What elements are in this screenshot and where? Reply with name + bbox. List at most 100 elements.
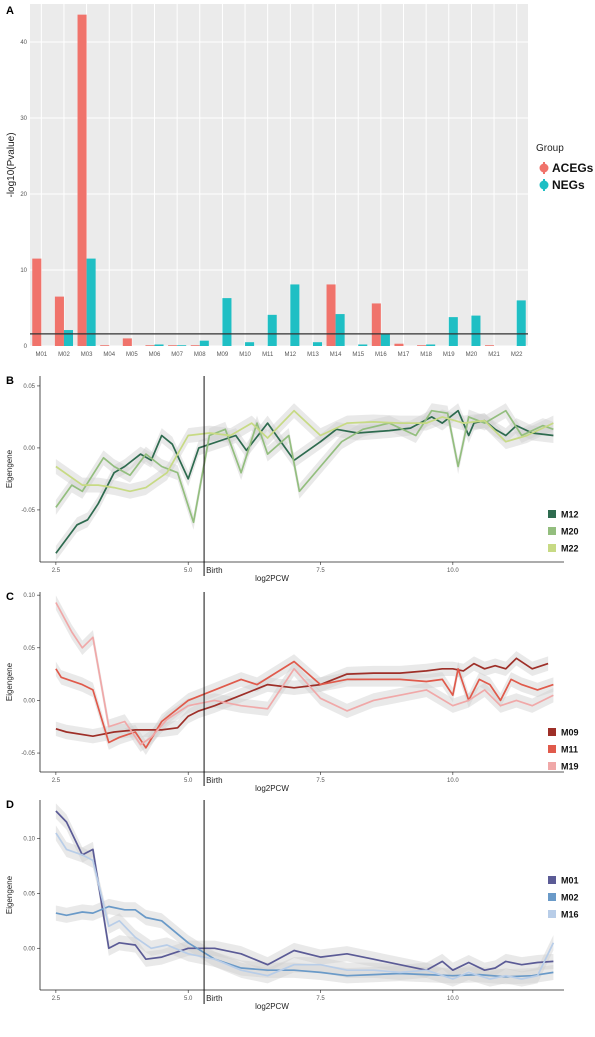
bar-negs-m07	[177, 345, 187, 346]
x-tick-label: M04	[103, 352, 115, 358]
bar-acegs-m02	[54, 296, 64, 346]
x-tick-label: M20	[466, 352, 478, 358]
bar-negs-m10	[245, 342, 255, 346]
bar-acegs-m01	[32, 258, 42, 346]
x-tick-label: 7.5	[316, 778, 325, 784]
x-tick-label: 5.0	[184, 996, 193, 1002]
bar-acegs-m07	[168, 345, 178, 346]
x-tick-label: 10.0	[447, 996, 459, 1002]
x-tick-label: 10.0	[447, 778, 459, 784]
legend-key-m02	[548, 893, 556, 901]
bar-acegs-m21	[484, 345, 495, 346]
ribbon-m20	[55, 403, 554, 530]
legend-label-m12: M12	[561, 510, 579, 520]
x-tick-label: M05	[126, 352, 138, 358]
x-tick-label: M18	[420, 352, 432, 358]
legend-label-m22: M22	[561, 544, 579, 554]
legend-key-m09	[548, 728, 556, 736]
y-axis-title: Eigengene	[5, 875, 14, 914]
x-tick-label: M01	[35, 352, 47, 358]
ribbon-m01	[55, 803, 554, 978]
x-tick-label: 10.0	[447, 568, 459, 574]
legend-label-m16: M16	[561, 910, 579, 920]
legend-label-m19: M19	[561, 762, 579, 772]
bar-acegs-m17	[394, 343, 404, 346]
bar-negs-m08	[199, 340, 209, 346]
panel-letter-b: B	[6, 375, 14, 387]
legend-label-m09: M09	[561, 728, 579, 738]
legend-c: M09 M11 M19	[548, 728, 579, 772]
x-tick-label: M22	[511, 352, 523, 358]
panel-letter-c: C	[6, 591, 14, 603]
bar-acegs-m05	[122, 338, 132, 346]
ribbon-m19	[55, 595, 554, 752]
series-line-m20	[55, 409, 554, 524]
legend-key-m19	[548, 762, 556, 770]
series-line-m19	[55, 602, 554, 746]
y-tick-label: 0.05	[23, 891, 35, 897]
x-tick-label: M11	[262, 352, 274, 358]
birth-label: Birth	[206, 566, 222, 575]
bar-negs-m02	[63, 330, 74, 346]
legend-label-negs: NEGs	[552, 178, 585, 192]
legend-d: M01 M02 M16	[548, 876, 579, 920]
bar-negs-m22	[516, 300, 526, 346]
legend-key-negs	[539, 180, 549, 190]
y-tick-label: -0.05	[21, 508, 35, 514]
series-line-m22	[55, 409, 554, 493]
legend-label-m20: M20	[561, 527, 579, 537]
x-tick-label: 5.0	[184, 568, 193, 574]
legend-title: Group	[536, 143, 564, 154]
legend-key-m12	[548, 510, 556, 518]
bar-chart-panel-a: 0 10 20 30 40 M01 M02 M03 M04 M05 M06 M07 M08 M09 M10 M…	[6, 4, 594, 358]
x-axis-title: log2PCW	[255, 784, 289, 793]
legend-key-acegs	[539, 163, 549, 173]
bar-negs-m09	[222, 298, 232, 346]
bar-negs-m03	[86, 258, 96, 346]
x-tick-label: 2.5	[52, 996, 61, 1002]
x-tick-label: M17	[398, 352, 410, 358]
x-tick-label: M06	[149, 352, 161, 358]
ribbon-m09	[55, 651, 549, 744]
x-tick-label: 2.5	[52, 568, 61, 574]
legend-key-m20	[548, 527, 556, 535]
panel-letter-a: A	[6, 5, 14, 17]
bar-acegs-m04	[100, 345, 110, 346]
line-chart-panel-b: -0.05 0.00 0.05 2.5 5.0 7.5 10.0 Birth log2PCW Ei…	[5, 376, 579, 583]
bar-negs-m14	[335, 314, 345, 346]
series-line-m16	[55, 832, 555, 980]
y-tick-label: 0	[24, 344, 28, 350]
x-tick-label: M08	[194, 352, 206, 358]
bar-negs-m20	[471, 315, 481, 346]
line-chart-panel-d: 0.00 0.05 0.10 2.5 5.0 7.5 10.0 Birth log2PCW Eig…	[5, 800, 579, 1011]
bar-negs-m11	[267, 314, 277, 346]
line-chart-panel-c: -0.05 0.00 0.05 0.10 2.5 5.0 7.5 10.0 Birth log2P…	[5, 592, 579, 793]
bar-acegs-m18	[417, 345, 427, 346]
x-tick-label: M02	[58, 352, 70, 358]
x-tick-label: M03	[81, 352, 93, 358]
x-tick-label: 5.0	[184, 778, 193, 784]
birth-label: Birth	[206, 994, 222, 1003]
series-line-m02	[55, 905, 554, 978]
bar-negs-m06	[154, 344, 164, 346]
x-tick-label: M13	[307, 352, 319, 358]
y-tick-label: 30	[20, 116, 27, 122]
bar-negs-m16	[380, 333, 390, 346]
bar-acegs-m08	[190, 345, 200, 346]
series-line-m09	[55, 657, 549, 738]
y-tick-label: 10	[20, 268, 27, 274]
legend-key-m01	[548, 876, 556, 884]
legend-label-m11: M11	[561, 745, 578, 755]
x-tick-label: M12	[284, 352, 296, 358]
bar-acegs-m16	[371, 303, 381, 346]
bar-negs-m18	[426, 344, 436, 346]
y-axis-title-a: -log10(Pvalue)	[6, 132, 17, 197]
legend-label-acegs: ACEGs	[552, 161, 594, 175]
y-axis-title: Eigengene	[5, 662, 14, 701]
x-tick-label: M16	[375, 352, 387, 358]
x-tick-label: M14	[330, 352, 342, 358]
y-tick-label: 40	[20, 40, 27, 46]
ribbon-m22	[55, 403, 554, 499]
plot-background-a	[30, 4, 528, 346]
